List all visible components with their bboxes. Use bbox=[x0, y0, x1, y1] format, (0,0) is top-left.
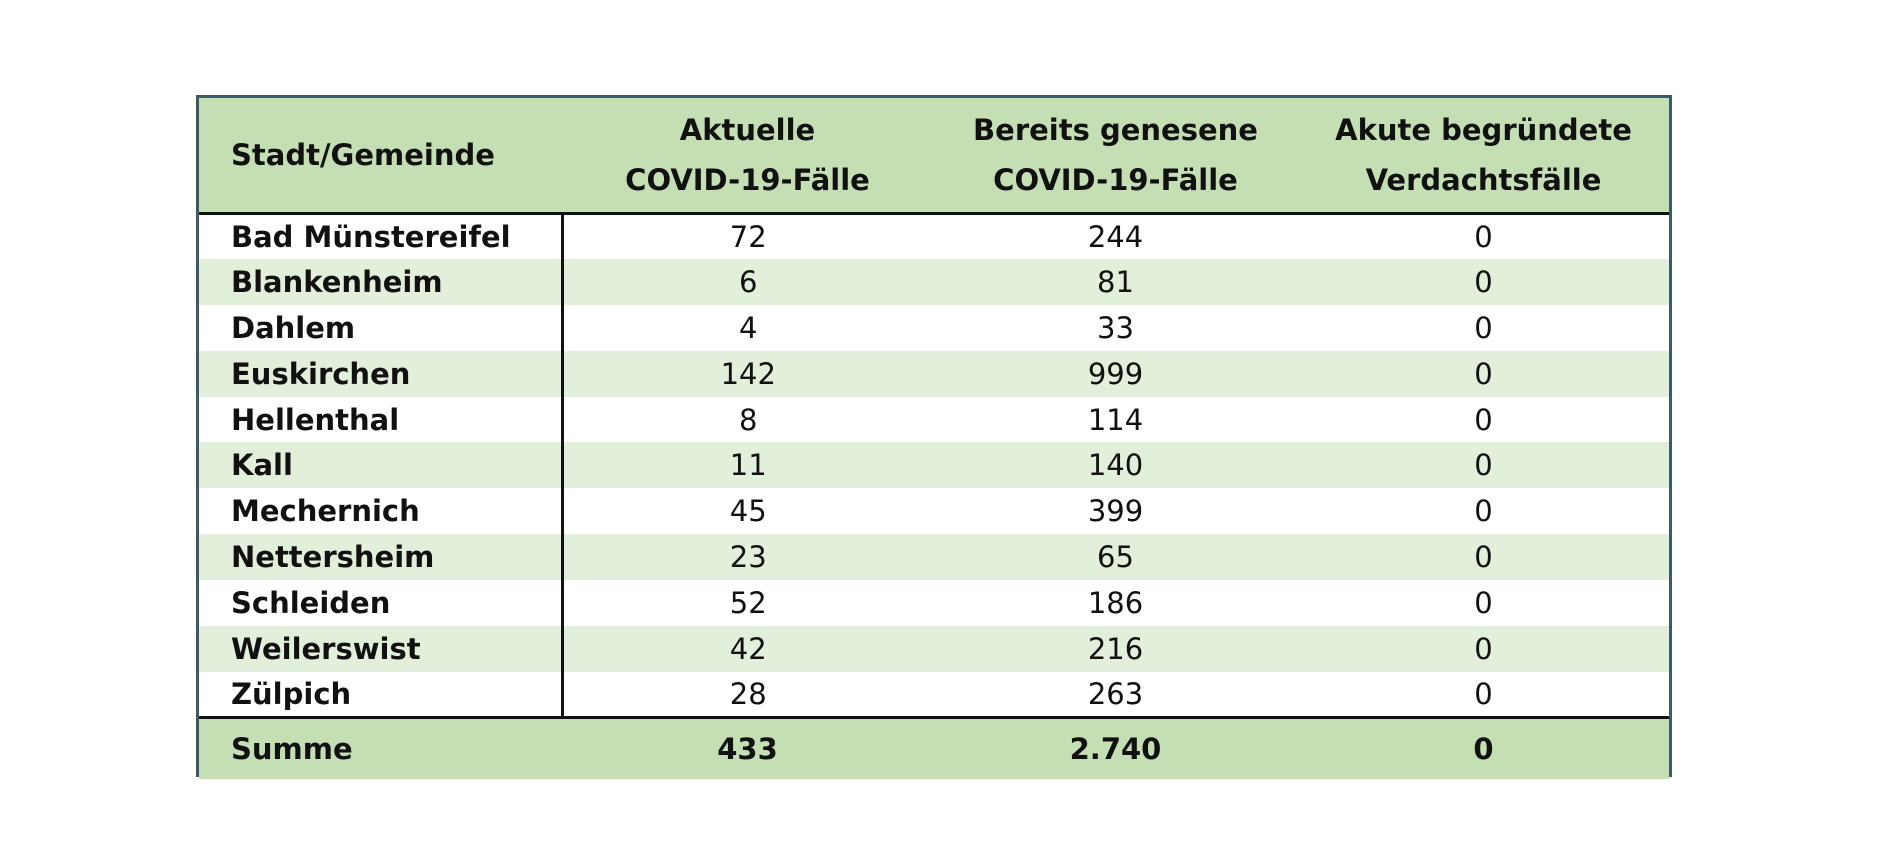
table-row: Mechernich 45 399 0 bbox=[199, 488, 1669, 535]
row-verdachtsfaelle-cell: 0 bbox=[1474, 264, 1493, 299]
table-header: Stadt/Gemeinde Aktuelle COVID-19-Fälle B… bbox=[199, 98, 1669, 215]
row-verdachtsfaelle-cell: 0 bbox=[1474, 494, 1493, 529]
row-aktuelle-faelle-cell: 142 bbox=[720, 356, 776, 391]
row-genesene-faelle-cell: 33 bbox=[1097, 310, 1134, 345]
row-genesene-faelle-cell: 399 bbox=[1087, 494, 1144, 529]
row-name-cell: Zülpich bbox=[199, 671, 564, 718]
table-row: Kall 11 140 0 bbox=[199, 442, 1669, 489]
row-aktuelle-faelle-cell: 6 bbox=[739, 264, 758, 299]
row-name-cell: Schleiden bbox=[199, 580, 564, 627]
table-footer: Summe 433 2.740 0 bbox=[199, 716, 1669, 779]
row-name-cell: Blankenheim bbox=[199, 258, 564, 305]
row-name-cell: Mechernich bbox=[199, 488, 564, 535]
row-name-cell: Kall bbox=[199, 442, 564, 489]
row-aktuelle-faelle-cell: 45 bbox=[729, 494, 767, 529]
row-genesene-faelle-cell: 65 bbox=[1097, 540, 1134, 575]
total-genesene-faelle: 2.740 bbox=[933, 716, 1298, 779]
covid-cases-table: Stadt/Gemeinde Aktuelle COVID-19-Fälle B… bbox=[199, 98, 1669, 779]
row-genesene-faelle-cell: 244 bbox=[1087, 219, 1144, 254]
row-verdachtsfaelle-cell: 0 bbox=[1474, 631, 1493, 666]
row-name-cell: Weilerswist bbox=[199, 626, 564, 672]
row-genesene-faelle-cell: 114 bbox=[1087, 402, 1144, 437]
header-aktuelle-faelle: Aktuelle COVID-19-Fälle bbox=[562, 98, 933, 215]
row-genesene-faelle-cell: 263 bbox=[1087, 677, 1144, 712]
row-name-cell: Hellenthal bbox=[199, 396, 564, 443]
table-row: Bad Münstereifel 72 244 0 bbox=[199, 213, 1669, 259]
row-genesene-faelle-cell: 140 bbox=[1087, 448, 1144, 483]
header-verdachtsfaelle: Akute begründete Verdachtsfälle bbox=[1298, 98, 1669, 215]
row-verdachtsfaelle-cell: 0 bbox=[1474, 586, 1493, 621]
row-name-cell: Bad Münstereifel bbox=[199, 213, 564, 259]
row-genesene-faelle-cell: 999 bbox=[1087, 356, 1144, 391]
row-name-cell: Dahlem bbox=[199, 304, 564, 351]
table-row: Weilerswist 42 216 0 bbox=[199, 626, 1669, 672]
total-verdachtsfaelle: 0 bbox=[1298, 716, 1669, 779]
row-aktuelle-faelle-cell: 52 bbox=[729, 586, 767, 621]
table-row: Zülpich 28 263 0 bbox=[199, 671, 1669, 718]
table-row: Hellenthal 8 114 0 bbox=[199, 396, 1669, 443]
header-stadt-gemeinde: Stadt/Gemeinde bbox=[199, 98, 562, 215]
table-row: Euskirchen 142 999 0 bbox=[199, 350, 1669, 397]
row-name-cell: Euskirchen bbox=[199, 350, 564, 397]
row-verdachtsfaelle-cell: 0 bbox=[1474, 677, 1493, 712]
table-row: Schleiden 52 186 0 bbox=[199, 580, 1669, 627]
row-aktuelle-faelle-cell: 72 bbox=[729, 219, 767, 254]
total-aktuelle-faelle: 433 bbox=[562, 716, 933, 779]
table-row: Nettersheim 23 65 0 bbox=[199, 534, 1669, 581]
row-genesene-faelle-cell: 81 bbox=[1097, 264, 1134, 299]
table-row: Blankenheim 6 81 0 bbox=[199, 258, 1669, 305]
row-verdachtsfaelle-cell: 0 bbox=[1474, 540, 1493, 575]
row-genesene-faelle-cell: 186 bbox=[1087, 586, 1144, 621]
header-genesene-faelle: Bereits genesene COVID-19-Fälle bbox=[933, 98, 1298, 215]
row-aktuelle-faelle-cell: 8 bbox=[739, 402, 758, 437]
row-genesene-faelle-cell: 216 bbox=[1087, 631, 1144, 666]
row-verdachtsfaelle-cell: 0 bbox=[1474, 402, 1493, 437]
row-verdachtsfaelle-cell: 0 bbox=[1474, 356, 1493, 391]
covid-cases-table-frame: Stadt/Gemeinde Aktuelle COVID-19-Fälle B… bbox=[196, 95, 1672, 779]
row-aktuelle-faelle-cell: 11 bbox=[729, 448, 767, 483]
total-row: Summe 433 2.740 0 bbox=[199, 716, 1669, 779]
row-verdachtsfaelle-cell: 0 bbox=[1474, 219, 1493, 254]
table-body: Bad Münstereifel 72 244 0 Blankenheim 6 81 0 Dah… bbox=[199, 213, 1669, 718]
row-verdachtsfaelle-cell: 0 bbox=[1474, 310, 1493, 345]
row-name-cell: Nettersheim bbox=[199, 534, 564, 581]
table-row: Dahlem 4 33 0 bbox=[199, 304, 1669, 351]
row-aktuelle-faelle-cell: 42 bbox=[729, 631, 767, 666]
row-aktuelle-faelle-cell: 23 bbox=[729, 540, 767, 575]
total-label: Summe bbox=[199, 716, 562, 779]
row-aktuelle-faelle-cell: 4 bbox=[739, 310, 758, 345]
row-verdachtsfaelle-cell: 0 bbox=[1474, 448, 1493, 483]
row-aktuelle-faelle-cell: 28 bbox=[729, 677, 767, 712]
header-row: Stadt/Gemeinde Aktuelle COVID-19-Fälle B… bbox=[199, 98, 1669, 215]
